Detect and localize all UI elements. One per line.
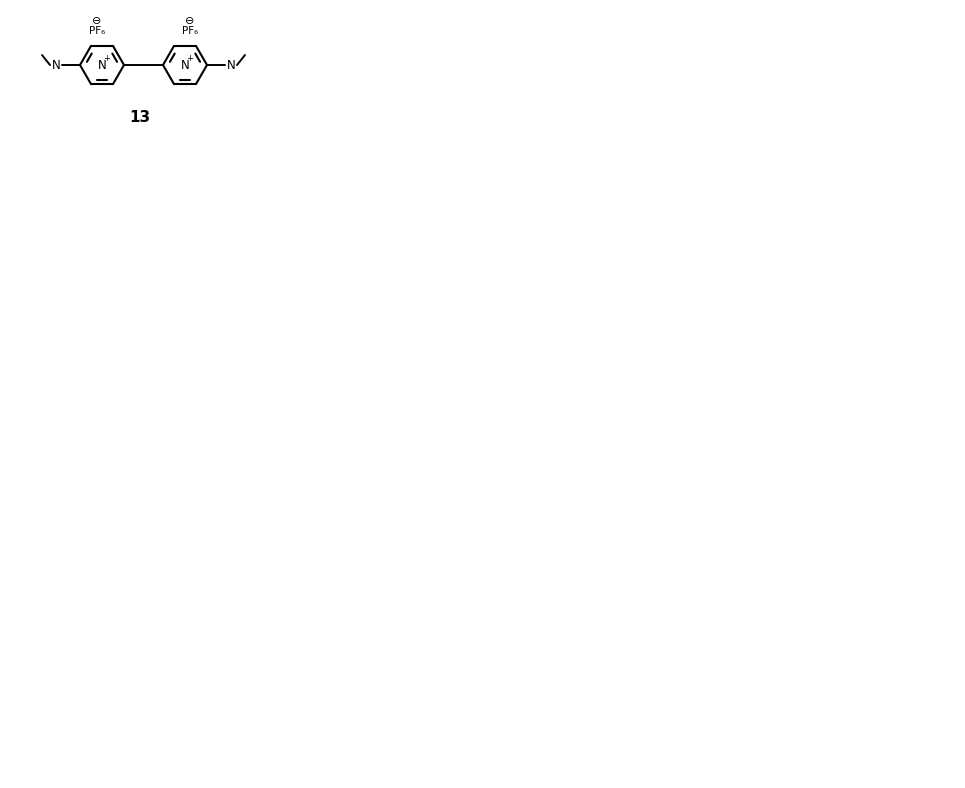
Text: ⊖: ⊖ bbox=[93, 16, 101, 26]
Text: PF₆: PF₆ bbox=[181, 26, 198, 36]
Text: N: N bbox=[180, 58, 189, 72]
Text: +: + bbox=[186, 54, 193, 62]
Text: N: N bbox=[51, 58, 61, 72]
Text: +: + bbox=[103, 54, 110, 62]
Text: 13: 13 bbox=[129, 110, 151, 125]
Text: N: N bbox=[97, 58, 106, 72]
Text: N: N bbox=[227, 58, 235, 72]
Text: PF₆: PF₆ bbox=[89, 26, 105, 36]
Text: ⊖: ⊖ bbox=[185, 16, 195, 26]
